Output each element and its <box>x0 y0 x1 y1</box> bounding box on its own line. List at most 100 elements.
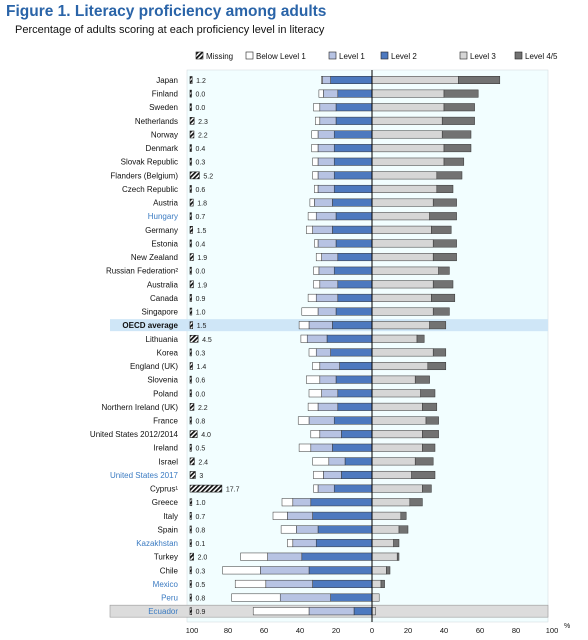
level-3-bar <box>371 184 438 193</box>
level-2-bar <box>335 116 373 125</box>
missing-bar <box>189 362 193 370</box>
level-3-bar <box>371 402 423 411</box>
missing-value: 5.2 <box>203 173 213 180</box>
level-1-bar <box>317 402 339 411</box>
country-label: Spain <box>158 525 178 534</box>
missing-bar <box>189 117 195 125</box>
legend-swatch <box>328 51 337 60</box>
below-level-1-bar <box>309 198 315 207</box>
missing-value: 0.6 <box>196 187 206 194</box>
level-3-bar <box>371 280 434 289</box>
level-2-bar <box>333 157 373 166</box>
missing-value: 0.8 <box>196 527 206 534</box>
level-1-bar <box>317 484 335 493</box>
level-1-bar <box>328 457 346 466</box>
below-level-1-bar <box>311 144 319 153</box>
missing-bar <box>189 375 192 384</box>
missing-bar <box>189 280 194 289</box>
level-3-bar <box>371 484 423 493</box>
country-label: Austria <box>153 199 178 208</box>
below-level-1-bar <box>313 470 324 479</box>
below-level-1-bar <box>222 566 261 575</box>
country-label: Ecuador <box>148 607 178 616</box>
level-1-bar <box>292 498 312 507</box>
country-label: Turkey <box>154 553 178 562</box>
level-2-bar <box>337 280 373 289</box>
level-3-bar <box>371 103 445 112</box>
country-label: Estonia <box>151 239 178 248</box>
level-3-bar <box>371 76 459 84</box>
level-3-bar <box>371 579 382 588</box>
level-3-bar <box>371 593 380 602</box>
level-1-bar <box>312 225 333 234</box>
country-label: Mexico <box>153 580 179 589</box>
country-label: Hungary <box>148 212 178 221</box>
country-label: Finland <box>152 90 178 99</box>
x-tick-label: 80 <box>512 626 520 635</box>
missing-value: 0.8 <box>196 419 206 426</box>
country-label: Poland <box>153 389 178 398</box>
level-4-5-bar <box>443 89 479 98</box>
missing-value: 0.0 <box>196 105 206 112</box>
missing-value: 0.3 <box>196 568 206 575</box>
missing-value: 1.2 <box>196 78 206 85</box>
country-label: Cyprus¹ <box>150 485 178 494</box>
level-1-bar <box>317 239 337 248</box>
country-label: Peru <box>161 594 178 603</box>
missing-value: 0.9 <box>196 609 206 616</box>
missing-bar <box>189 144 192 152</box>
level-3-bar <box>371 362 429 371</box>
legend-label: Missing <box>206 52 233 61</box>
country-label: Denmark <box>146 144 179 153</box>
missing-value: 0.3 <box>196 350 206 357</box>
missing-value: 2.2 <box>198 132 208 139</box>
missing-value: 1.5 <box>197 228 207 235</box>
legend-label: Level 4/5 <box>525 52 558 61</box>
level-4-5-bar <box>432 280 454 289</box>
below-level-1-bar <box>240 552 268 561</box>
x-tick-label: 80 <box>224 626 232 635</box>
below-level-1-bar <box>314 239 319 248</box>
missing-bar <box>189 157 192 166</box>
level-4-5-bar <box>427 362 447 371</box>
level-2-bar <box>312 579 373 588</box>
below-level-1-bar <box>312 362 321 371</box>
level-1-bar <box>319 103 337 112</box>
country-label: Germany <box>145 226 178 235</box>
level-4-5-bar <box>431 225 452 234</box>
level-4-5-bar <box>422 402 438 411</box>
level-3-bar <box>371 498 411 507</box>
missing-bar <box>189 185 192 193</box>
country-label: Chile <box>160 566 179 575</box>
country-label: Lithuania <box>146 335 179 344</box>
level-1-bar <box>267 552 303 561</box>
missing-bar <box>189 89 192 98</box>
level-3-bar <box>371 389 421 398</box>
x-unit-label: % <box>564 623 570 630</box>
level-3-bar <box>371 334 418 343</box>
missing-value: 0.7 <box>196 514 206 521</box>
level-2-bar <box>333 484 373 493</box>
missing-value: 0.0 <box>196 391 206 398</box>
level-2-bar <box>337 389 373 398</box>
level-1-bar <box>279 593 331 602</box>
below-level-1-bar <box>321 76 323 84</box>
level-2-bar <box>335 212 373 221</box>
level-1-bar <box>308 321 333 330</box>
country-label: Czech Republic <box>122 185 178 194</box>
level-2-bar <box>332 225 373 234</box>
below-level-1-bar <box>318 89 324 98</box>
level-4-5-bar <box>432 253 457 262</box>
legend-label: Level 1 <box>339 52 365 61</box>
missing-value: 0.7 <box>196 214 206 221</box>
level-2-bar <box>333 130 373 139</box>
below-level-1-bar <box>298 321 310 330</box>
level-4-5-bar <box>432 198 457 207</box>
level-3-bar <box>371 266 439 275</box>
missing-bar <box>189 484 223 493</box>
country-label: United States 2012/2014 <box>90 430 179 439</box>
below-level-1-bar <box>312 171 319 180</box>
level-4-5-bar <box>429 321 447 330</box>
level-2-bar <box>330 593 373 602</box>
level-2-bar <box>317 525 373 534</box>
